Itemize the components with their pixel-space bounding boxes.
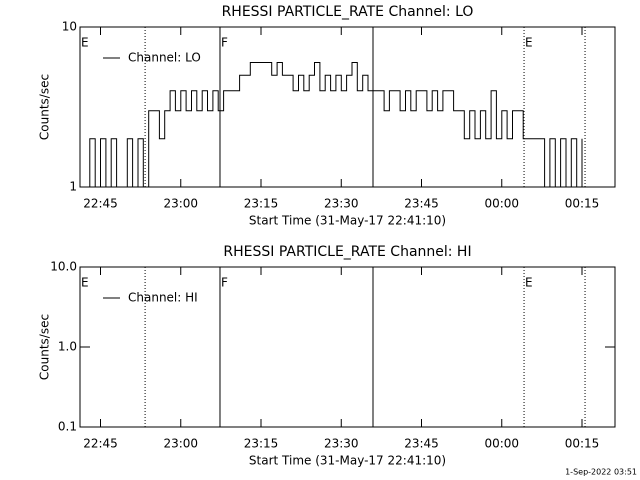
x-tick-label: 23:00 bbox=[163, 437, 198, 451]
plot-frame bbox=[79, 26, 616, 188]
x-tick-label: 00:00 bbox=[484, 437, 519, 451]
footer: 1-Sep-2022 03:51 bbox=[565, 468, 637, 477]
x-tick-label: 23:15 bbox=[244, 197, 279, 211]
x-tick-label: 23:00 bbox=[163, 197, 198, 211]
annotation: F bbox=[221, 36, 228, 50]
legend-label: Channel: HI bbox=[128, 291, 198, 305]
x-axis-label: Start Time (31-May-17 22:41:10) bbox=[249, 454, 446, 468]
x-tick-label: 23:15 bbox=[244, 437, 279, 451]
y-tick-label: 1.0 bbox=[58, 340, 77, 354]
x-tick-label: 22:45 bbox=[83, 197, 118, 211]
x-tick-label: 23:45 bbox=[404, 197, 439, 211]
x-tick-label: 23:45 bbox=[404, 437, 439, 451]
x-tick-label: 23:30 bbox=[324, 437, 359, 451]
x-axis-label: Start Time (31-May-17 22:41:10) bbox=[249, 214, 446, 228]
data-line bbox=[84, 62, 583, 188]
chart-title: RHESSI PARTICLE_RATE Channel: HI bbox=[223, 244, 471, 260]
x-tick-label: 00:15 bbox=[565, 197, 600, 211]
chart-title: RHESSI PARTICLE_RATE Channel: LO bbox=[222, 4, 474, 20]
annotation: E bbox=[81, 276, 89, 290]
annotation: E bbox=[525, 276, 533, 290]
y-tick-label: 0.1 bbox=[58, 420, 77, 434]
annotation: E bbox=[525, 36, 533, 50]
annotation: F bbox=[221, 276, 228, 290]
y-tick-label: 10.0 bbox=[50, 260, 77, 274]
y-tick-label: 10 bbox=[62, 20, 77, 34]
annotation: E bbox=[81, 36, 89, 50]
x-tick-label: 00:15 bbox=[565, 437, 600, 451]
y-axis-label: Counts/sec bbox=[38, 314, 52, 380]
x-tick-label: 23:30 bbox=[324, 197, 359, 211]
x-tick-label: 00:00 bbox=[484, 197, 519, 211]
legend-label: Channel: LO bbox=[128, 51, 201, 65]
y-tick-label: 1 bbox=[69, 180, 77, 194]
y-axis-label: Counts/sec bbox=[38, 74, 52, 140]
x-tick-label: 22:45 bbox=[83, 437, 118, 451]
